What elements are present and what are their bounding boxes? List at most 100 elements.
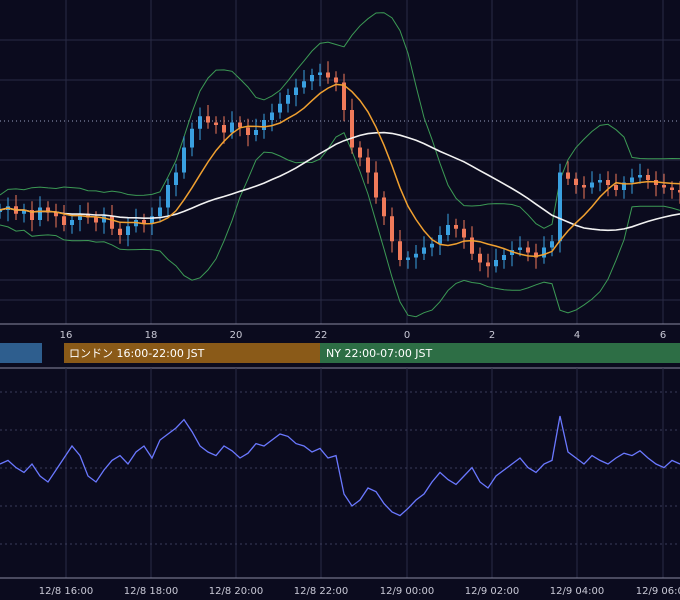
candle-body [638,175,642,178]
candle-body [230,122,234,133]
candle-body [414,253,418,258]
candle-body [598,180,602,183]
candle-body [406,257,410,260]
bollinger-bands [0,12,680,318]
candle-body [366,157,370,173]
candle-body [446,225,450,235]
candle-body [30,210,34,220]
candle-body [526,247,530,253]
candle-body [534,252,538,258]
candle-body [582,185,586,188]
candle-body [454,225,458,229]
candle-body [470,237,474,254]
candle-body [302,81,306,88]
candle-body [270,112,274,120]
candle-body [374,172,378,198]
long-moving-average-line [0,131,680,232]
candle-body [550,241,554,248]
candle-body [94,217,98,223]
candlestick-series [0,61,680,278]
candle-body [318,72,322,75]
candle-body [382,197,386,217]
ny-session-label: NY 22:00-07:00 JST [326,347,433,360]
candle-body [478,253,482,263]
candle-body [54,212,58,217]
price-x-tick-label: 22 [315,330,328,341]
candle-body [358,147,362,158]
candle-body [646,175,650,180]
oscillator-grid [0,368,680,578]
candle-body [254,130,258,135]
candle-body [286,95,290,104]
candle-body [678,190,680,193]
candle-body [630,177,634,183]
candle-body [334,77,338,83]
candle-body [118,228,122,235]
candle-body [214,122,218,125]
candle-body [206,116,210,123]
candle-body [614,185,618,190]
price-x-tick-label: 2 [489,330,495,341]
candle-body [390,216,394,242]
candle-body [86,213,90,218]
london-session-block [64,343,320,363]
candle-body [198,116,202,129]
price-x-tick-label: 18 [145,330,158,341]
price-panel [0,0,680,324]
price-x-tick-label: 16 [60,330,73,341]
candle-body [670,187,674,190]
candle-body [486,262,490,267]
short-moving-average-line [0,83,680,258]
candle-body [46,207,50,213]
candle-body [342,82,346,110]
candle-body [190,128,194,148]
candle-body [438,235,442,244]
oscillator-x-tick-label: 12/8 22:00 [294,586,348,597]
candle-body [174,172,178,185]
oscillator-x-axis: 12/8 16:00 12/8 18:00 12/8 20:00 12/8 22… [39,586,680,597]
candle-body [0,210,2,212]
candle-body [262,120,266,130]
oscillator-x-tick-label: 12/9 00:00 [380,586,434,597]
candle-body [246,127,250,135]
candle-body [294,87,298,95]
price-x-tick-label: 6 [660,330,666,341]
candle-body [494,260,498,267]
candle-body [158,207,162,217]
candle-body [542,247,546,258]
oscillator-line [0,415,680,517]
oscillator-x-tick-label: 12/8 16:00 [39,586,93,597]
candle-body [310,75,314,82]
candle-body [78,213,82,220]
candle-body [166,185,170,208]
candle-body [142,220,146,224]
session-bar: ロンドン 16:00-22:00 JST NY 22:00-07:00 JST [0,343,680,363]
ny-session-block [320,343,680,363]
candle-body [278,103,282,113]
candle-body [238,122,242,128]
price-x-axis: 16 18 20 22 0 2 4 6 [60,330,667,341]
candle-body [182,147,186,173]
bollinger-upper-band [0,12,680,229]
candle-body [510,250,514,255]
candle-body [22,210,26,214]
price-grid [0,0,680,324]
candle-body [62,216,66,225]
candle-body [502,255,506,260]
price-x-tick-label: 0 [404,330,410,341]
candle-body [110,216,114,229]
tokyo-session-block [0,343,42,363]
oscillator-x-tick-label: 12/9 02:00 [465,586,519,597]
oscillator-x-tick-label: 12/9 06:00 [636,586,680,597]
candle-body [590,182,594,188]
candle-body [518,247,522,250]
candle-body [350,110,354,148]
candle-body [398,241,402,260]
london-session-label: ロンドン 16:00-22:00 JST [69,347,205,360]
candle-body [462,228,466,238]
candle-body [150,216,154,224]
candle-body [430,243,434,248]
bollinger-lower-band [0,132,680,318]
oscillator-panel [0,368,680,578]
